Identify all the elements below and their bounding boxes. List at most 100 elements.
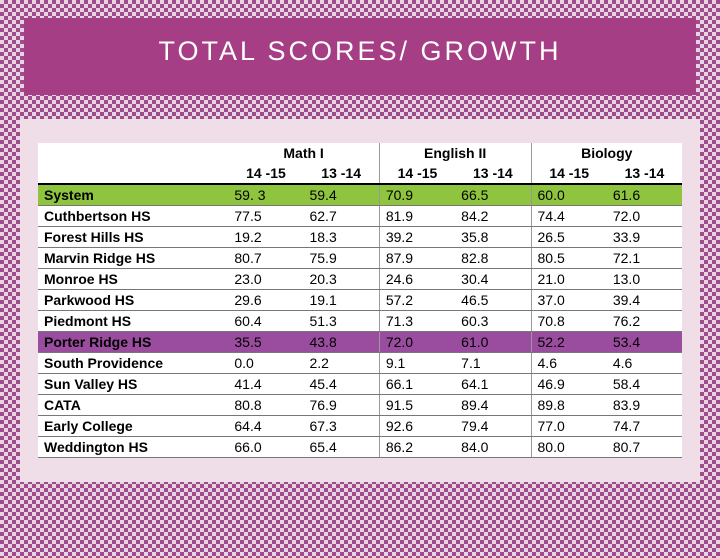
year-header: 14 -15 [531,163,607,184]
cell-value: 9.1 [379,353,455,374]
table-body: System59. 359.470.966.560.061.6Cuthberts… [38,184,682,458]
cell-value: 60.3 [455,311,531,332]
cell-value: 51.3 [303,311,379,332]
year-header: 14 -15 [228,163,303,184]
cell-value: 76.9 [303,395,379,416]
row-label: Weddington HS [38,437,228,458]
cell-value: 81.9 [379,206,455,227]
cell-value: 79.4 [455,416,531,437]
cell-value: 77.5 [228,206,303,227]
cell-value: 20.3 [303,269,379,290]
cell-value: 75.9 [303,248,379,269]
year-header: 14 -15 [379,163,455,184]
cell-value: 35.8 [455,227,531,248]
table-row: Porter Ridge HS35.543.872.061.052.253.4 [38,332,682,353]
cell-value: 4.6 [607,353,682,374]
cell-value: 72.0 [379,332,455,353]
row-label: CATA [38,395,228,416]
table-row: Cuthbertson HS77.562.781.984.274.472.0 [38,206,682,227]
row-label: Piedmont HS [38,311,228,332]
cell-value: 59. 3 [228,184,303,206]
cell-value: 74.4 [531,206,607,227]
cell-value: 43.8 [303,332,379,353]
row-label: Forest Hills HS [38,227,228,248]
page-title: TOTAL SCORES/ GROWTH [36,36,684,67]
row-label: South Providence [38,353,228,374]
subject-header: Math I [228,143,379,163]
cell-value: 91.5 [379,395,455,416]
table-row: Parkwood HS29.619.157.246.537.039.4 [38,290,682,311]
row-label: Marvin Ridge HS [38,248,228,269]
table-row: Forest Hills HS19.218.339.235.826.533.9 [38,227,682,248]
cell-value: 13.0 [607,269,682,290]
cell-value: 84.2 [455,206,531,227]
cell-value: 39.4 [607,290,682,311]
cell-value: 29.6 [228,290,303,311]
table-row: Marvin Ridge HS80.775.987.982.880.572.1 [38,248,682,269]
row-label: System [38,184,228,206]
year-header: 13 -14 [607,163,682,184]
table-row: System59. 359.470.966.560.061.6 [38,184,682,206]
cell-value: 72.1 [607,248,682,269]
cell-value: 61.0 [455,332,531,353]
cell-value: 84.0 [455,437,531,458]
cell-value: 2.2 [303,353,379,374]
cell-value: 66.0 [228,437,303,458]
subject-header: Biology [531,143,682,163]
cell-value: 76.2 [607,311,682,332]
cell-value: 33.9 [607,227,682,248]
cell-value: 60.0 [531,184,607,206]
row-label: Early College [38,416,228,437]
header-blank [38,163,228,184]
cell-value: 80.5 [531,248,607,269]
cell-value: 62.7 [303,206,379,227]
cell-value: 19.2 [228,227,303,248]
cell-value: 24.6 [379,269,455,290]
cell-value: 80.7 [228,248,303,269]
table-header: Math IEnglish IIBiology14 -1513 -1414 -1… [38,143,682,184]
table-row: Sun Valley HS41.445.466.164.146.958.4 [38,374,682,395]
row-label: Parkwood HS [38,290,228,311]
table-row: South Providence0.02.29.17.14.64.6 [38,353,682,374]
cell-value: 86.2 [379,437,455,458]
cell-value: 39.2 [379,227,455,248]
cell-value: 72.0 [607,206,682,227]
content-panel: Math IEnglish IIBiology14 -1513 -1414 -1… [20,119,700,482]
cell-value: 7.1 [455,353,531,374]
cell-value: 70.8 [531,311,607,332]
cell-value: 4.6 [531,353,607,374]
cell-value: 66.5 [455,184,531,206]
cell-value: 89.8 [531,395,607,416]
cell-value: 53.4 [607,332,682,353]
row-label: Sun Valley HS [38,374,228,395]
cell-value: 80.7 [607,437,682,458]
table-row: Weddington HS66.065.486.284.080.080.7 [38,437,682,458]
table-row: Early College64.467.392.679.477.074.7 [38,416,682,437]
year-header: 13 -14 [303,163,379,184]
cell-value: 0.0 [228,353,303,374]
cell-value: 80.0 [531,437,607,458]
cell-value: 37.0 [531,290,607,311]
cell-value: 64.4 [228,416,303,437]
cell-value: 82.8 [455,248,531,269]
cell-value: 21.0 [531,269,607,290]
cell-value: 77.0 [531,416,607,437]
cell-value: 80.8 [228,395,303,416]
row-label: Porter Ridge HS [38,332,228,353]
cell-value: 92.6 [379,416,455,437]
cell-value: 89.4 [455,395,531,416]
table-row: Piedmont HS60.451.371.360.370.876.2 [38,311,682,332]
cell-value: 67.3 [303,416,379,437]
cell-value: 74.7 [607,416,682,437]
cell-value: 30.4 [455,269,531,290]
subject-header: English II [379,143,531,163]
cell-value: 83.9 [607,395,682,416]
title-bar: TOTAL SCORES/ GROWTH [24,18,696,95]
cell-value: 35.5 [228,332,303,353]
row-label: Monroe HS [38,269,228,290]
cell-value: 57.2 [379,290,455,311]
cell-value: 45.4 [303,374,379,395]
cell-value: 71.3 [379,311,455,332]
cell-value: 65.4 [303,437,379,458]
cell-value: 66.1 [379,374,455,395]
